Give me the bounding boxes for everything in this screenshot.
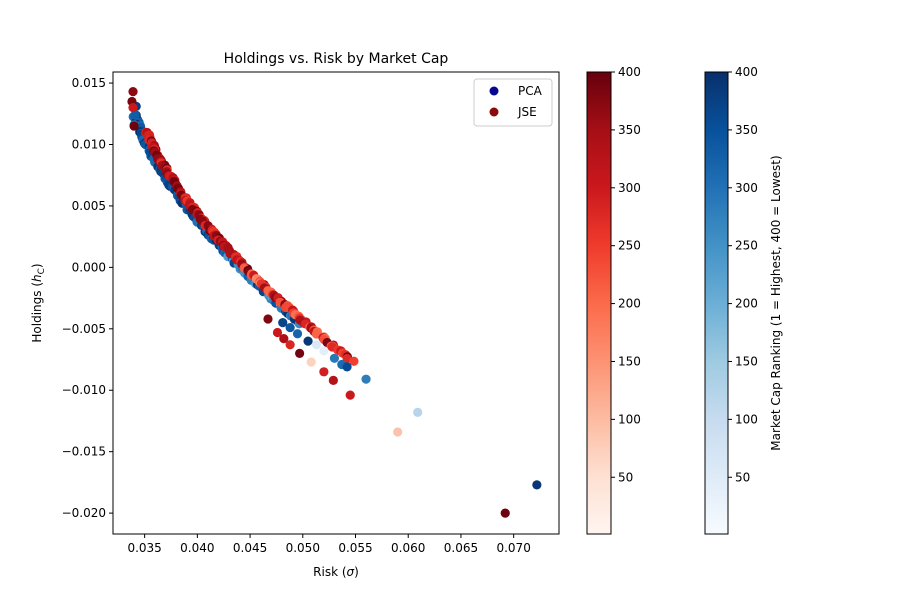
x-tick-label: 0.040 — [180, 541, 214, 555]
scatter-axes: 0.035 0.040 0.045 0.050 0.055 0.060 0.065 0.070… — [30, 51, 560, 579]
pca-point — [303, 336, 313, 346]
colorbar-tick-label: 150 — [618, 354, 641, 368]
colorbar-tick-label: 50 — [735, 470, 750, 484]
pca-point — [311, 340, 322, 350]
plot-frame — [112, 71, 560, 535]
x-tick-label: 0.065 — [444, 541, 478, 555]
colorbar-tick-label: 100 — [618, 412, 641, 426]
colorbar-tick-label: 200 — [618, 297, 641, 311]
jse-point — [393, 427, 403, 437]
y-tick-label: 0.010 — [72, 137, 106, 151]
x-axis-ticks: 0.035 0.040 0.045 0.050 0.055 0.060 0.065 0.070 — [127, 534, 531, 555]
legend-label-pca: PCA — [518, 84, 543, 98]
x-axis-label: Risk (σ) — [313, 565, 359, 579]
jse-point — [345, 390, 355, 400]
colorbar-tick-label: 150 — [735, 354, 758, 368]
colorbar-tick-label: 250 — [735, 239, 758, 253]
legend-marker-jse — [489, 107, 499, 117]
legend-marker-pca — [489, 86, 499, 96]
pca-point — [329, 353, 340, 363]
pca-colorbar-label: Market Cap Ranking (1 = Highest, 400 = L… — [769, 155, 783, 450]
pca-colorbar: 50 100 150 200 250 300 350 400 Market Cap Ranki… — [704, 65, 783, 535]
y-tick-label: 0.015 — [72, 76, 106, 90]
jse-point — [306, 357, 316, 367]
pca-point — [413, 407, 423, 417]
colorbar-tick-label: 50 — [618, 470, 633, 484]
colorbar-tick-label: 400 — [618, 65, 641, 79]
y-tick-label: −0.015 — [62, 445, 106, 459]
x-tick-label: 0.045 — [233, 541, 267, 555]
jse-point — [272, 327, 283, 338]
pca-colorbar-gradient — [704, 71, 729, 535]
pca-point — [278, 318, 288, 328]
colorbar-tick-label: 100 — [735, 412, 758, 426]
colorbar-tick-label: 350 — [735, 123, 758, 137]
jse-point — [319, 367, 329, 377]
pca-colorbar-ticks: 50 100 150 200 250 300 350 400 — [728, 65, 758, 484]
pca-point — [319, 346, 329, 356]
jse-colorbar-gradient — [586, 71, 612, 535]
points-layer — [127, 87, 542, 518]
pca-point — [292, 329, 303, 339]
y-axis-label: Holdings (hC) — [30, 263, 47, 342]
jse-colorbar-ticks: 50 100 150 200 250 300 350 400 — [611, 65, 641, 484]
legend-label-jse: JSE — [517, 105, 537, 119]
x-tick-label: 0.035 — [127, 541, 161, 555]
pca-point — [342, 362, 352, 372]
jse-colorbar: 50 100 150 200 250 300 350 400 — [586, 65, 641, 535]
x-tick-label: 0.060 — [391, 541, 425, 555]
y-tick-label: −0.020 — [62, 506, 106, 520]
jse-point — [295, 348, 305, 358]
colorbar-tick-label: 250 — [618, 239, 641, 253]
pca-point — [130, 110, 140, 120]
y-tick-label: −0.010 — [62, 383, 106, 397]
jse-point — [263, 314, 273, 324]
jse-point — [128, 103, 138, 113]
x-tick-label: 0.070 — [496, 541, 530, 555]
colorbar-tick-label: 300 — [735, 181, 758, 195]
legend: PCA JSE — [473, 78, 553, 127]
colorbar-tick-label: 400 — [735, 65, 758, 79]
jse-point — [349, 356, 359, 366]
plot-area — [113, 72, 559, 534]
jse-point — [128, 87, 138, 97]
pca-point — [285, 322, 295, 333]
y-axis-ticks: 0.015 0.010 0.005 0.000 −0.005 −0.010 −0.015 −0… — [62, 76, 113, 520]
jse-point — [129, 121, 139, 131]
colorbar-tick-label: 350 — [618, 123, 641, 137]
pca-point — [361, 374, 371, 384]
pca-point — [532, 480, 542, 490]
jse-point — [500, 508, 510, 518]
y-tick-label: 0.005 — [72, 199, 106, 213]
y-tick-label: 0.000 — [72, 260, 106, 274]
chart-title: Holdings vs. Risk by Market Cap — [224, 51, 449, 67]
y-tick-label: −0.005 — [62, 322, 106, 336]
jse-point — [285, 340, 295, 350]
colorbar-tick-label: 300 — [618, 181, 641, 195]
x-tick-label: 0.055 — [338, 541, 372, 555]
colorbar-tick-label: 200 — [735, 297, 758, 311]
x-tick-label: 0.050 — [286, 541, 320, 555]
jse-point — [279, 334, 289, 344]
jse-point — [328, 375, 338, 386]
